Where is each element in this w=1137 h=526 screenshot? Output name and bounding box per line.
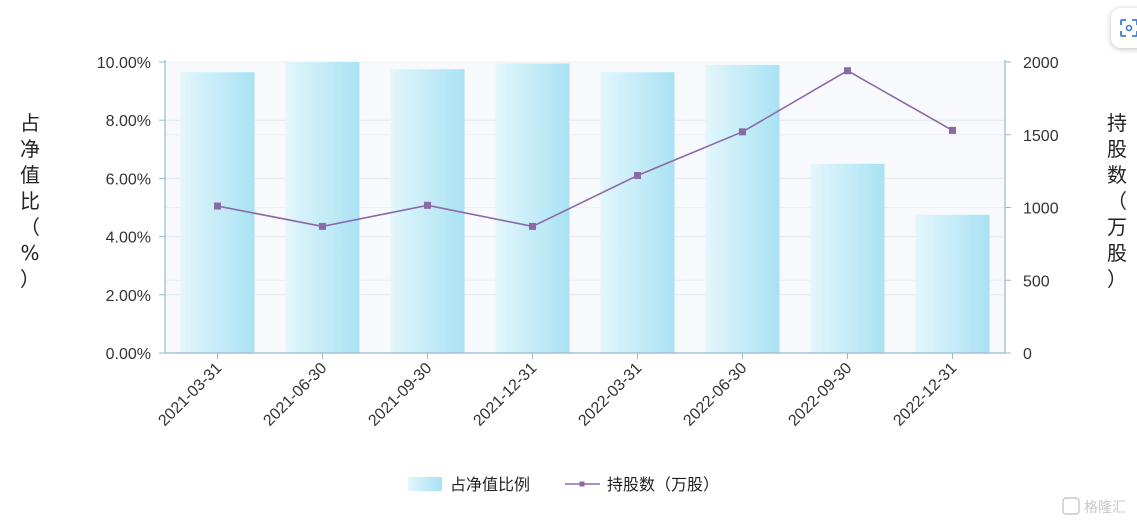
bar (600, 72, 675, 353)
axis-title-char: 万 (1107, 215, 1127, 239)
axis-title-char: 股 (1107, 241, 1127, 265)
line-point (739, 128, 746, 136)
x-tick-label: 2022-12-31 (890, 360, 960, 430)
axis-title-char: 净 (20, 137, 40, 161)
line-point (424, 201, 431, 209)
axis-title-char: 值 (20, 163, 40, 187)
y-tick-label-right: 2000 (1023, 55, 1059, 72)
axis-title-char: 占 (20, 111, 40, 135)
x-tick-label: 2022-03-31 (575, 360, 645, 430)
bar (285, 62, 360, 353)
line-point (214, 202, 221, 210)
legend[interactable]: 占净值比例 持股数（万股） (408, 475, 719, 494)
axis-title-char: % (20, 241, 39, 265)
y-axis-title-right-text: 持股数（万股） (1107, 111, 1127, 291)
bar (915, 214, 990, 353)
y-tick-label-left: 10.00% (97, 55, 151, 72)
axis-title-char: 持 (1107, 111, 1127, 135)
y-axis-title-left-text: 占净值比（%） (20, 111, 40, 291)
watermark: 格隆汇 (1062, 497, 1126, 516)
y-tick-label-left: 4.00% (106, 230, 151, 247)
y-tick-label-right: 500 (1023, 273, 1050, 290)
axis-title-char: （ (20, 215, 40, 239)
scan-button[interactable] (1111, 8, 1137, 48)
y-tick-label-right: 1500 (1023, 128, 1059, 145)
bar (180, 72, 255, 353)
axis-title-char: 数 (1107, 163, 1127, 187)
legend-bar-label: 占净值比例 (450, 475, 530, 494)
x-tick-label: 2021-09-30 (365, 360, 435, 430)
y-tick-label-left: 6.00% (106, 171, 151, 188)
line-point (319, 222, 326, 230)
y-tick-label-left: 2.00% (106, 288, 151, 305)
axes (159, 60, 1011, 359)
y-axis-title-right: 持股数（万股） (1107, 111, 1127, 291)
x-tick-label: 2022-09-30 (785, 360, 855, 430)
line-point (634, 171, 641, 179)
watermark-logo-icon (1062, 497, 1080, 515)
x-tick-label: 2021-03-31 (155, 360, 225, 430)
legend-bar-swatch (408, 477, 442, 491)
bar (705, 64, 780, 353)
y-tick-label-right: 0 (1023, 346, 1032, 363)
line-point (949, 126, 956, 134)
bar (495, 63, 570, 353)
y-tick-label-left: 8.00% (106, 113, 151, 130)
y-tick-label-right: 1000 (1023, 201, 1059, 218)
legend-line-label: 持股数（万股） (607, 475, 719, 494)
y-axis-title-left: 占净值比（%） (20, 111, 40, 291)
axis-title-char: （ (1107, 189, 1127, 213)
watermark-text: 格隆汇 (1084, 500, 1126, 516)
line-path (217, 69, 953, 228)
bar (390, 69, 465, 354)
x-tick-label: 2022-06-30 (680, 360, 750, 430)
bar-series (180, 62, 990, 354)
line-point (529, 222, 536, 230)
legend-line-marker (579, 481, 585, 487)
axis-title-char: ） (20, 267, 40, 291)
scan-icon (1120, 19, 1137, 37)
y-tick-label-left: 0.00% (106, 346, 151, 363)
axis-title-char: ） (1107, 267, 1127, 291)
axis-title-char: 股 (1107, 137, 1127, 161)
line-point (844, 67, 851, 75)
bar (810, 163, 885, 353)
x-tick-label: 2021-06-30 (260, 360, 330, 430)
axis-title-char: 比 (20, 189, 40, 213)
x-tick-label: 2021-12-31 (470, 360, 540, 430)
line-series (214, 67, 956, 230)
